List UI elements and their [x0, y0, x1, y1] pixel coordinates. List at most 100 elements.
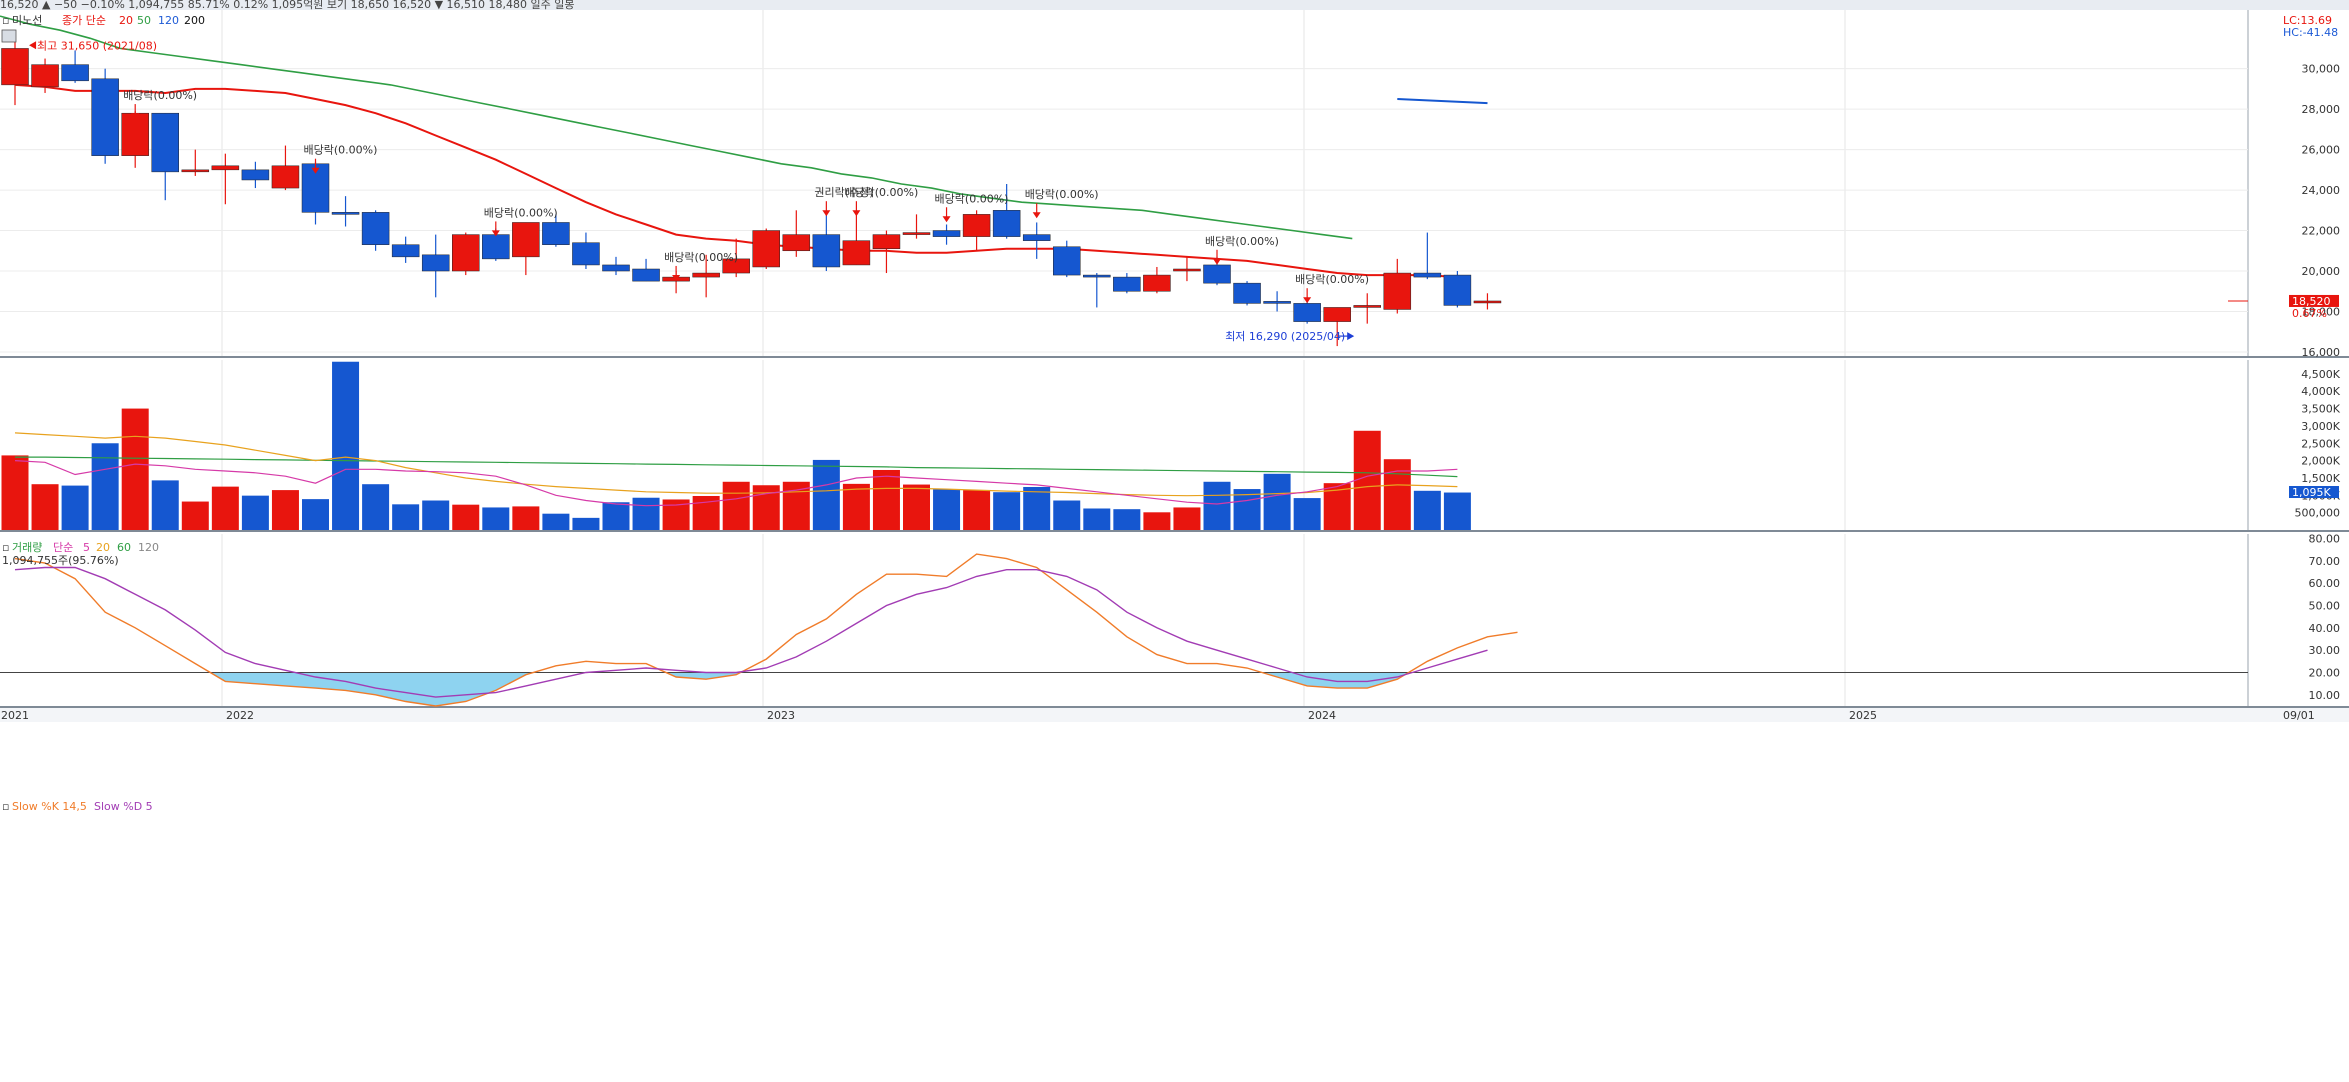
volume-y-tick-label: 1,500K: [2301, 472, 2340, 485]
volume-y-tick-label: 3,000K: [2301, 420, 2340, 433]
volume-bar: [332, 361, 360, 530]
volume-bar: [151, 480, 179, 530]
stochastic-d-line: [14, 566, 1488, 698]
volume-legend-period-5: 5: [83, 541, 90, 554]
vol-background: [0, 360, 2349, 530]
volume-value-label: 1,094,755주(95.76%): [2, 554, 119, 567]
volume-bar: [422, 500, 450, 530]
stochastic-panel: 10.00 20.00 30.00 40.00 50.00 60.00 70.00 80.00: [0, 532, 2349, 708]
volume-bar: [1443, 492, 1471, 530]
volume-bar: [722, 481, 750, 530]
stochastic-y-tick-label: 40.00: [2309, 622, 2341, 635]
candle-body: [512, 222, 540, 258]
low-arrow-head: [1347, 332, 1355, 341]
x-axis-year-label: 2022: [226, 709, 254, 722]
volume-legend: ▫ 거래량 단순 5 20 60 120 1,094,755주(95.76%): [2, 541, 159, 567]
dividend-arrow-head: [822, 210, 831, 217]
price-panel: 16,000 18,000 20,000 22,000 24,000 26,000 28,0…: [0, 10, 2349, 359]
candle-body: [782, 234, 811, 252]
price-legend-icon: ▫: [2, 14, 9, 27]
stochastic-y-tick-label: 70.00: [2309, 555, 2341, 568]
candle-body: [1293, 303, 1321, 322]
x-axis-year-label: 2021: [1, 709, 29, 722]
x-axis-year-label: 2024: [1308, 709, 1336, 722]
candle-body: [391, 244, 420, 258]
volume-bar: [1023, 486, 1051, 530]
stochastic-y-tick-label: 20.00: [2309, 666, 2341, 679]
candle-body: [1083, 274, 1111, 278]
candle-body: [692, 272, 720, 278]
stochastic-y-tick-label: 80.00: [2309, 532, 2341, 545]
dividend-arrow-head: [1303, 297, 1312, 304]
volume-bar: [632, 497, 660, 530]
volume-bar: [91, 443, 119, 530]
candle-body: [1413, 272, 1442, 278]
volume-bar: [362, 484, 390, 530]
candle-body: [632, 268, 660, 282]
price-y-tick-label: 18,000: [2302, 305, 2341, 318]
candle-body: [752, 230, 780, 268]
candle-body: [1353, 305, 1381, 308]
volume-legend-period-120: 120: [138, 541, 159, 554]
ma120-line: [1397, 98, 1488, 105]
volume-ma60-line: [15, 456, 1458, 478]
candle-body: [91, 78, 119, 156]
volume-bar: [31, 484, 59, 530]
current-price-box: [2289, 294, 2339, 307]
dividend-arrow-head: [491, 230, 500, 237]
volume-bar: [993, 492, 1021, 530]
volume-bar: [1203, 481, 1231, 530]
volume-bar: [1293, 498, 1321, 530]
dividend-annotation-label: 배당락(0.00%): [484, 206, 558, 219]
lc-label: LC:13.69: [2283, 14, 2332, 27]
candle-body: [151, 112, 179, 173]
volume-y-tick-label: 3,500K: [2301, 403, 2340, 416]
candle-body: [992, 210, 1021, 237]
low-annotation-label: 최저 16,290 (2025/04): [1225, 330, 1345, 343]
volume-bar: [512, 506, 540, 530]
price-y-tick-label: 26,000: [2302, 144, 2341, 157]
stochastic-legend: ▫ Slow %K 14,5 Slow %D 5: [2, 800, 153, 813]
candle-body: [1053, 246, 1081, 276]
candle-body: [421, 254, 450, 272]
stochastic-legend-icon: ▫: [2, 800, 9, 813]
volume-bar: [812, 459, 840, 530]
price-legend-ma-label: 종가 단순: [62, 14, 106, 27]
candle-body: [361, 212, 390, 245]
current-volume-label: 1,095K: [2292, 486, 2331, 499]
candle-body: [542, 222, 570, 245]
dividend-arrow-head: [672, 274, 681, 281]
volume-bar: [1263, 473, 1291, 530]
candle-body: [1143, 274, 1171, 292]
candle-body: [602, 264, 630, 272]
price-y-tick-label: 30,000: [2302, 63, 2341, 76]
dividend-annotation-label: 배당락(0.00%): [844, 186, 918, 199]
x-axis-year-label: 2025: [1849, 709, 1877, 722]
volume-legend-ma-label: 단순: [53, 541, 73, 554]
price-y-tick-label: 24,000: [2302, 184, 2341, 197]
volume-bar: [602, 502, 630, 530]
volume-bar: [61, 485, 89, 530]
volume-bar: [181, 501, 209, 530]
price-y-tick-label: 28,000: [2302, 103, 2341, 116]
volume-legend-period-60: 60: [117, 541, 131, 554]
dividend-annotation-label: 배당락(0.00%): [1025, 188, 1099, 201]
dividend-arrow-head: [311, 167, 320, 174]
dividend-annotation-label: 배당락(0.00%): [1295, 273, 1369, 286]
candle-body: [241, 169, 270, 181]
volume-legend-name: 거래량: [12, 541, 42, 554]
candle-body: [1233, 282, 1261, 304]
volume-bar: [392, 504, 420, 530]
volume-bar: [1113, 509, 1141, 530]
dividend-arrow-head: [1032, 212, 1041, 219]
candle-body: [812, 234, 841, 268]
x-axis-end-label: 09/01: [2283, 709, 2315, 722]
stochastic-d-label: Slow %D 5: [94, 800, 153, 813]
volume-bar: [933, 489, 961, 530]
current-change-label: 0.67%: [2292, 307, 2327, 320]
candle-body: [722, 258, 750, 274]
price-legend: ▫ 미노선 종가 단순 20 50 120 200: [2, 14, 205, 27]
candle-body: [1, 48, 29, 86]
volume-legend-period-20: 20: [96, 541, 110, 554]
price-y-tick-label: 22,000: [2302, 225, 2341, 238]
